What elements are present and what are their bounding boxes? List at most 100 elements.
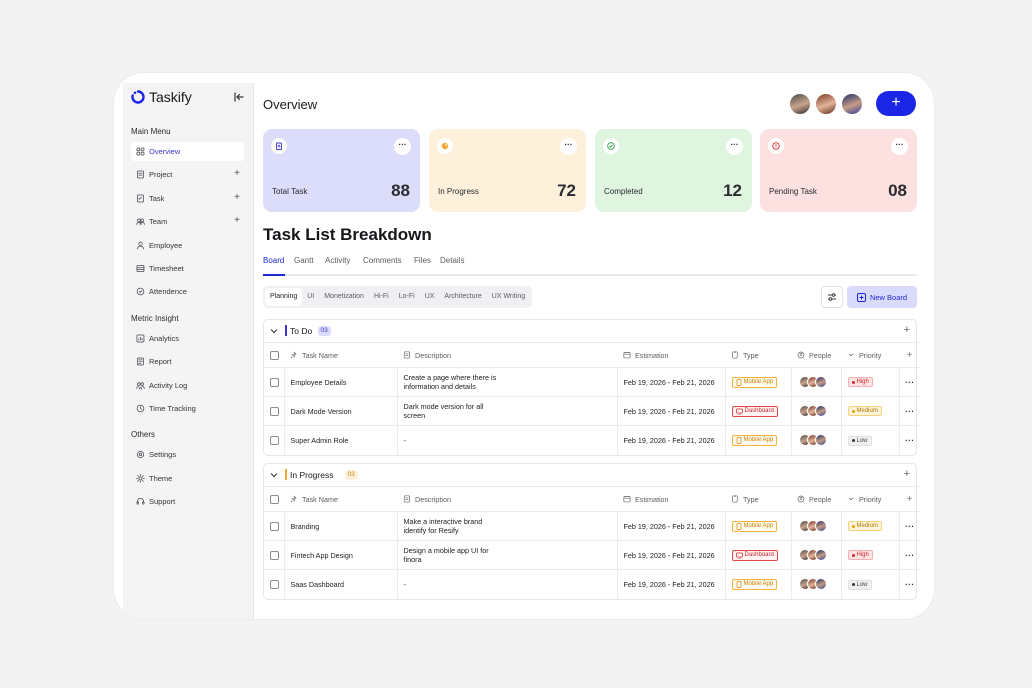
add-task-button[interactable]: +: [903, 468, 910, 480]
row-checkbox[interactable]: [270, 521, 279, 531]
task-name[interactable]: Super Admin Role: [283, 425, 397, 455]
column-header[interactable]: Priority: [841, 486, 899, 512]
select-all-checkbox[interactable]: [270, 350, 279, 360]
table-row[interactable]: Fintech App Design Design a mobile app U…: [264, 540, 920, 570]
column-header[interactable]: Type: [725, 342, 791, 368]
add-column-button[interactable]: +: [899, 342, 920, 368]
sidebar-item-analytics[interactable]: Analytics: [131, 329, 244, 348]
avatar[interactable]: [815, 93, 837, 115]
row-more-button[interactable]: ···: [898, 511, 920, 541]
row-more-button[interactable]: ···: [898, 540, 920, 570]
sidebar-item-time-tracking[interactable]: Time Tracking: [131, 399, 244, 418]
sidebar-item-activity-log[interactable]: Activity Log: [131, 376, 244, 395]
task-name[interactable]: Saas Dashboard: [283, 569, 397, 599]
stat-card[interactable]: ··· Completed 12: [595, 129, 752, 212]
column-header[interactable]: Priority: [841, 342, 899, 368]
stat-card[interactable]: ··· Total Task 88: [263, 129, 420, 212]
tab-board[interactable]: Board: [263, 256, 285, 265]
table-row[interactable]: Saas Dashboard - Feb 19, 2026 - Feb 21, …: [264, 569, 920, 599]
avatar[interactable]: [789, 93, 811, 115]
select-all-checkbox[interactable]: [270, 494, 279, 504]
chip-lo-fi[interactable]: Lo-Fi: [398, 293, 415, 300]
priority-badge[interactable]: Low: [847, 579, 872, 590]
column-header[interactable]: Task Name: [284, 486, 397, 512]
task-people[interactable]: [790, 540, 841, 570]
sidebar-item-overview[interactable]: Overview: [131, 142, 244, 161]
sidebar-item-project[interactable]: Project +: [131, 165, 244, 184]
task-name[interactable]: Employee Details: [283, 367, 397, 397]
add-column-button[interactable]: +: [899, 486, 920, 512]
column-header[interactable]: Task Name: [284, 342, 397, 368]
collapse-sidebar-icon[interactable]: [233, 91, 245, 103]
type-badge[interactable]: Mobile App: [731, 520, 778, 532]
row-checkbox[interactable]: [270, 377, 279, 387]
column-header[interactable]: Estimation: [617, 486, 725, 512]
task-people[interactable]: [790, 511, 841, 541]
task-name[interactable]: Dark Mode Version: [283, 396, 397, 426]
chip-monetization[interactable]: Monetization: [324, 293, 364, 300]
priority-badge[interactable]: High: [847, 550, 873, 561]
chevron-down-icon[interactable]: [270, 327, 278, 335]
type-badge[interactable]: Mobile App: [731, 376, 778, 388]
row-more-button[interactable]: ···: [898, 569, 920, 599]
sidebar-item-task[interactable]: Task +: [131, 189, 244, 208]
chip-architecture[interactable]: Architecture: [444, 293, 482, 300]
row-checkbox[interactable]: [270, 406, 279, 416]
chip-ux[interactable]: UX: [424, 293, 435, 300]
row-more-button[interactable]: ···: [898, 367, 920, 397]
task-name[interactable]: Fintech App Design: [283, 540, 397, 570]
tab-activity[interactable]: Activity: [325, 256, 351, 265]
stat-card[interactable]: ··· Pending Task 08: [760, 129, 917, 212]
avatar[interactable]: [841, 93, 863, 115]
add-button[interactable]: +: [876, 91, 916, 116]
chip-ux-writing[interactable]: UX Writing: [491, 293, 526, 300]
tab-comments[interactable]: Comments: [363, 256, 402, 265]
table-row[interactable]: Branding Make a interactive brand identif…: [264, 511, 920, 541]
more-options-button[interactable]: ···: [560, 138, 577, 155]
priority-badge[interactable]: Medium: [847, 521, 882, 532]
type-badge[interactable]: Dashboard: [731, 405, 778, 417]
add-project-button[interactable]: +: [234, 168, 240, 180]
chip-hi-fi[interactable]: Hi-Fi: [373, 293, 389, 300]
task-people[interactable]: [790, 425, 841, 455]
chip-ui[interactable]: UI: [307, 293, 315, 300]
column-header[interactable]: Type: [725, 486, 791, 512]
sidebar-item-employee[interactable]: Employee: [131, 236, 244, 255]
table-row[interactable]: Super Admin Role - Feb 19, 2026 - Feb 21…: [264, 425, 920, 455]
table-row[interactable]: Dark Mode Version Dark mode version for …: [264, 396, 920, 426]
sidebar-item-report[interactable]: Report: [131, 352, 244, 371]
row-checkbox[interactable]: [270, 579, 279, 589]
task-people[interactable]: [790, 367, 841, 397]
more-options-button[interactable]: ···: [394, 138, 411, 155]
sidebar-item-settings[interactable]: Settings: [131, 445, 244, 464]
sidebar-item-team[interactable]: Team +: [131, 212, 244, 231]
brand[interactable]: Taskify: [131, 89, 192, 105]
row-more-button[interactable]: ···: [898, 396, 920, 426]
stat-card[interactable]: ··· In Progress 72: [429, 129, 586, 212]
row-more-button[interactable]: ···: [898, 425, 920, 455]
more-options-button[interactable]: ···: [891, 138, 908, 155]
column-header[interactable]: Description: [397, 486, 617, 512]
type-badge[interactable]: Mobile App: [731, 578, 778, 590]
column-header[interactable]: Estimation: [617, 342, 725, 368]
row-checkbox[interactable]: [270, 435, 279, 445]
sidebar-item-timesheet[interactable]: Timesheet: [131, 259, 244, 278]
type-badge[interactable]: Mobile App: [731, 434, 778, 446]
task-people[interactable]: [790, 569, 841, 599]
sidebar-item-support[interactable]: Support: [131, 492, 244, 511]
column-header[interactable]: Description: [397, 342, 617, 368]
priority-badge[interactable]: Low: [847, 435, 872, 446]
task-name[interactable]: Branding: [283, 511, 397, 541]
tab-gantt[interactable]: Gantt: [294, 256, 314, 265]
more-options-button[interactable]: ···: [726, 138, 743, 155]
column-header[interactable]: People: [791, 342, 841, 368]
priority-badge[interactable]: Medium: [847, 406, 882, 417]
task-people[interactable]: [790, 396, 841, 426]
filter-settings-button[interactable]: [821, 286, 843, 308]
column-header[interactable]: People: [791, 486, 841, 512]
chevron-down-icon[interactable]: [270, 471, 278, 479]
tab-details[interactable]: Details: [440, 256, 465, 265]
priority-badge[interactable]: High: [847, 377, 873, 388]
row-checkbox[interactable]: [270, 550, 279, 560]
new-board-button[interactable]: New Board: [847, 286, 917, 308]
